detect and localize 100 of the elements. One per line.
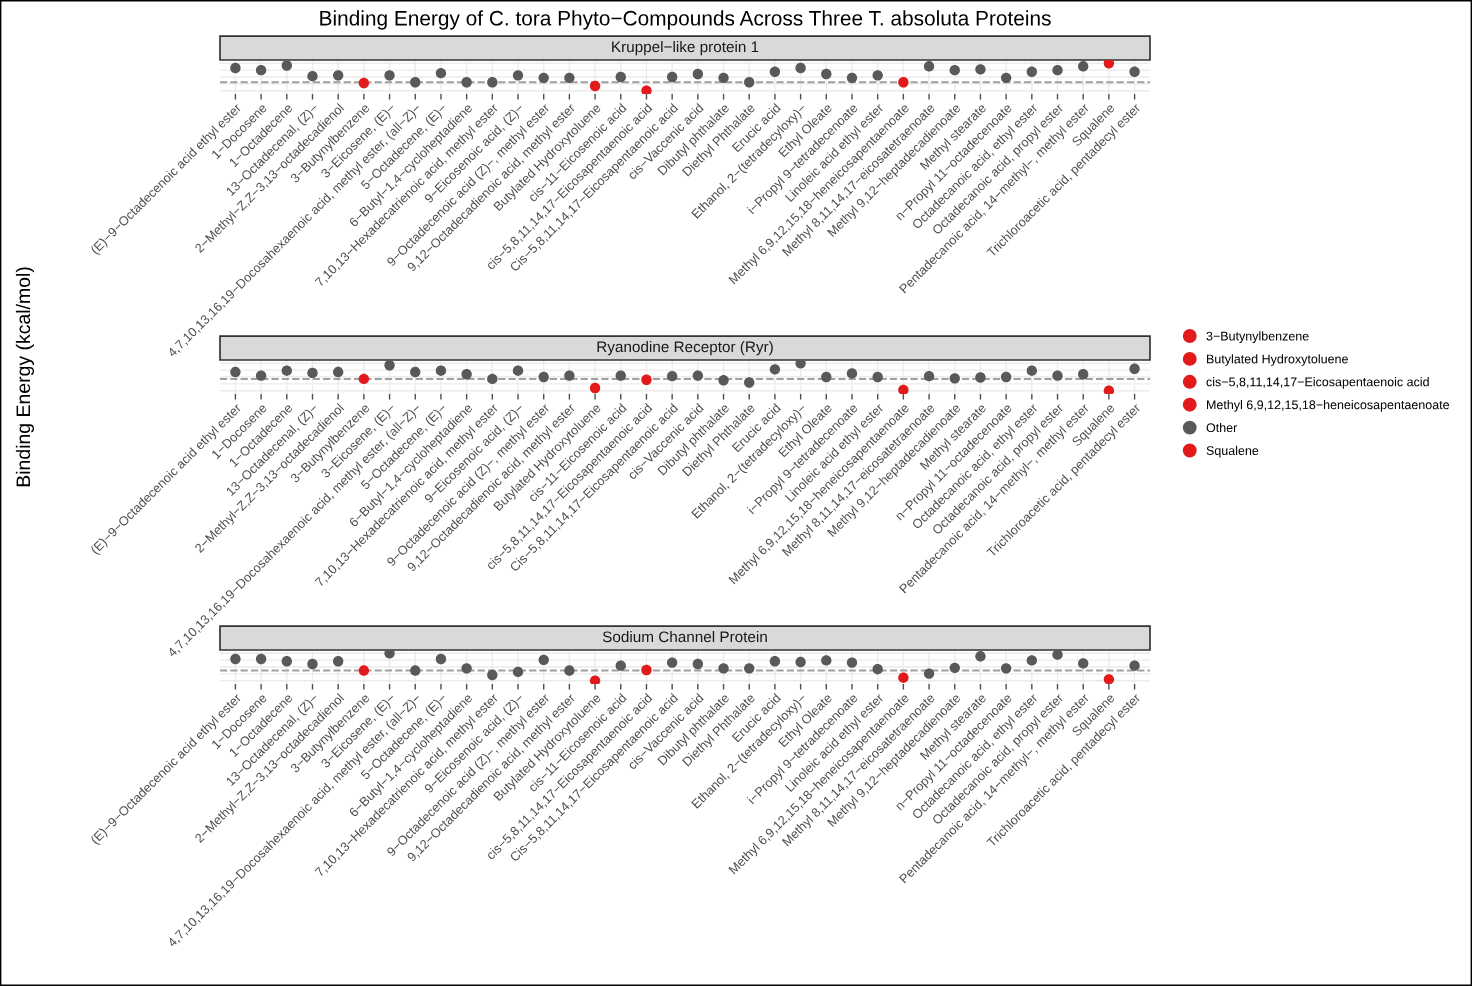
- point: [641, 85, 652, 94]
- point: [564, 665, 575, 676]
- point: [821, 68, 832, 80]
- point: [564, 72, 575, 84]
- point: [255, 64, 267, 76]
- point: [512, 365, 524, 376]
- point: [358, 77, 370, 89]
- point: [589, 382, 601, 394]
- point: [1000, 72, 1012, 84]
- point: [949, 662, 960, 674]
- point: [410, 77, 421, 88]
- point: [281, 60, 292, 71]
- point: [949, 373, 960, 384]
- point: [769, 364, 781, 375]
- point: [410, 366, 421, 378]
- point: [846, 657, 858, 668]
- point: [487, 77, 498, 88]
- point: [307, 70, 318, 82]
- point: [512, 666, 524, 678]
- chart-title: Binding Energy of C. tora Phyto−Compounds Across Three T. absoluta Proteins: [320, 10, 1051, 30]
- point: [487, 373, 498, 385]
- point: [1129, 66, 1140, 77]
- point: [1078, 658, 1089, 669]
- point: [589, 80, 601, 92]
- point: [692, 370, 704, 381]
- point: [538, 371, 549, 383]
- y-axis-title: Binding Energy (kcal/mol): [15, 267, 34, 487]
- point: [1103, 385, 1115, 394]
- point: [923, 668, 935, 679]
- point: [230, 62, 241, 74]
- point: [795, 360, 806, 369]
- point: [975, 64, 986, 75]
- point: [410, 665, 421, 676]
- point: [1103, 674, 1115, 684]
- point: [1129, 363, 1140, 374]
- point: [615, 370, 626, 381]
- point: [821, 371, 832, 383]
- point: [846, 368, 858, 379]
- point: [512, 70, 524, 81]
- point: [898, 77, 909, 88]
- point: [358, 665, 370, 676]
- point: [230, 366, 241, 378]
- point: [1052, 370, 1063, 381]
- point: [1026, 365, 1038, 376]
- point: [1078, 369, 1089, 380]
- point: [435, 67, 447, 79]
- point: [975, 372, 986, 383]
- point: [821, 655, 832, 666]
- point: [666, 370, 678, 382]
- point: [872, 664, 883, 675]
- point: [795, 62, 806, 74]
- point: [1078, 61, 1089, 72]
- point: [795, 656, 806, 668]
- point: [281, 656, 292, 667]
- point: [1103, 60, 1115, 69]
- point: [487, 669, 498, 681]
- point: [872, 70, 883, 81]
- point: [898, 384, 909, 394]
- point: [332, 366, 344, 378]
- point: [461, 77, 472, 88]
- point: [358, 373, 370, 385]
- point: [538, 654, 549, 666]
- point: [692, 658, 704, 670]
- point: [872, 371, 883, 383]
- point: [435, 653, 447, 665]
- point: [1052, 650, 1063, 660]
- point: [692, 68, 704, 80]
- point: [1000, 371, 1012, 383]
- point: [769, 656, 781, 667]
- point: [384, 360, 395, 371]
- point: [281, 365, 292, 376]
- point: [435, 365, 447, 376]
- point: [307, 367, 318, 379]
- point: [307, 658, 318, 670]
- point: [744, 77, 755, 88]
- point: [1026, 655, 1038, 666]
- point: [744, 377, 755, 388]
- point: [1052, 64, 1063, 76]
- point: [718, 663, 729, 674]
- point: [332, 70, 344, 81]
- point: [641, 374, 652, 385]
- point: [898, 672, 909, 683]
- point: [641, 664, 652, 676]
- point: [744, 663, 755, 674]
- point: [666, 657, 678, 668]
- point: [923, 370, 935, 382]
- point: [1000, 663, 1012, 674]
- point: [538, 72, 549, 84]
- point: [615, 660, 626, 671]
- point: [255, 370, 267, 381]
- point: [975, 651, 986, 662]
- point: [461, 369, 472, 380]
- point: [949, 64, 960, 76]
- point: [461, 663, 472, 674]
- point: [923, 61, 935, 72]
- point: [666, 71, 678, 83]
- point: [384, 70, 395, 81]
- point: [1026, 66, 1038, 77]
- point: [384, 650, 395, 659]
- point: [769, 66, 781, 77]
